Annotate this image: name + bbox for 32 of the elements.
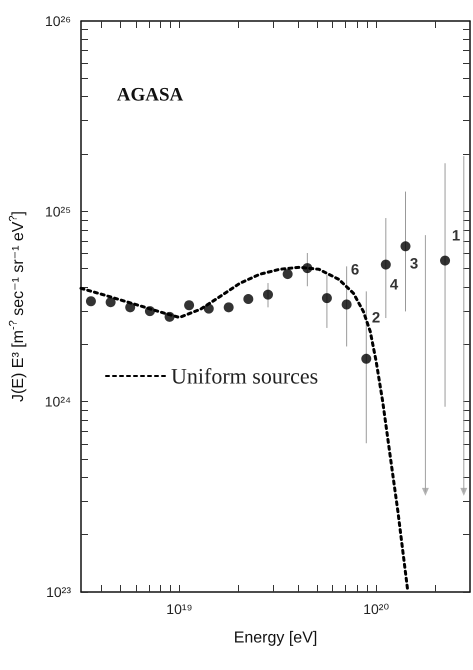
y-tick-label: 10²⁴: [44, 394, 71, 410]
point: [263, 290, 273, 300]
point: [184, 300, 194, 310]
annotation: AGASA: [116, 84, 184, 106]
point: [302, 263, 312, 274]
point: [204, 304, 214, 314]
annotation: 3: [410, 256, 418, 272]
annotation: 6: [350, 262, 360, 278]
point: [361, 354, 372, 364]
x-tick-label: 10¹⁹: [166, 601, 193, 617]
point: [86, 296, 96, 306]
annotation: 4: [390, 276, 399, 294]
point: [282, 269, 293, 280]
point: [106, 297, 116, 308]
annotation: 2: [372, 310, 380, 326]
point: [400, 241, 410, 252]
legend-label: Uniform sources: [171, 364, 318, 388]
point: [322, 293, 332, 304]
point: [243, 294, 254, 304]
y-tick-label: 10²⁵: [44, 203, 71, 220]
y-tick-label: 10²⁶: [45, 13, 71, 29]
point: [144, 306, 155, 316]
annotation: 1: [452, 228, 460, 244]
point: [342, 299, 352, 310]
point: [125, 302, 136, 312]
y-tick-label: 10²³: [46, 584, 72, 600]
y-axis-title: J(E) E³ [m-? sec⁻¹ sr⁻¹ eV?]: [8, 210, 27, 402]
x-tick-label: 10²⁰: [363, 601, 390, 617]
point: [164, 312, 175, 322]
point: [380, 260, 391, 270]
point: [224, 302, 234, 312]
x-axis-title: Energy [eV]: [234, 630, 318, 646]
